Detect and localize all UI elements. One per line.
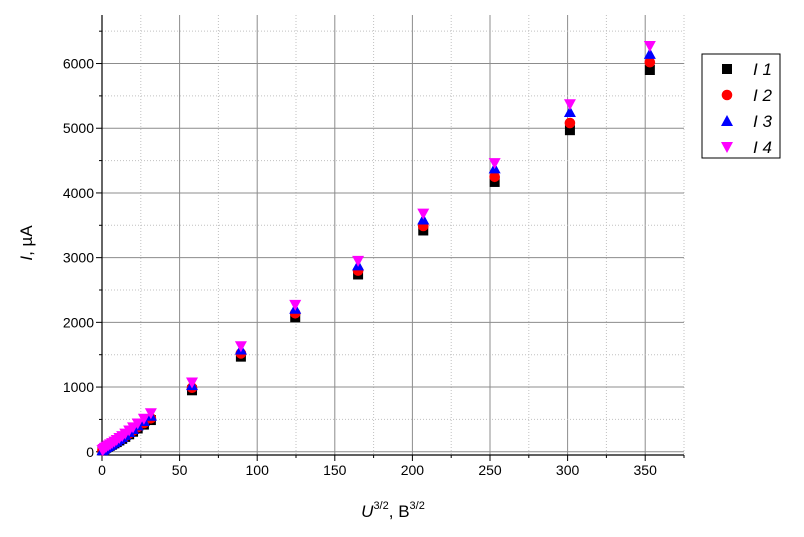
x-axis-title-unit-exponent: 3/2 [410,500,425,512]
y-tick-label: 6000 [63,56,94,72]
y-tick-label: 1000 [63,379,94,395]
x-tick-label: 50 [172,462,188,478]
x-axis-title-exponent: 3/2 [373,500,388,512]
y-tick-label: 0 [86,444,94,460]
x-tick-label: 200 [401,462,425,478]
x-tick-label: 150 [323,462,347,478]
data-point [289,299,302,311]
data-point [564,125,575,136]
legend-label: I 4 [753,138,772,157]
x-tick-label: 0 [98,462,106,478]
legend-marker [721,89,733,101]
data-point [186,377,199,389]
data-point [644,65,655,75]
data-point [234,341,247,353]
x-axis-title-separator: , [389,502,398,521]
x-tick-label: 350 [634,462,658,478]
legend-label: I 3 [753,112,772,131]
series-4 [96,41,656,457]
data-point [417,208,430,220]
data-point [352,255,365,267]
data-point [563,106,576,118]
y-axis-title-separator: , [17,246,36,255]
data-point [643,41,656,53]
legend-marker [722,64,732,74]
data-point [564,117,576,129]
data-point [489,171,500,183]
grid [102,15,685,455]
legend-marker [721,115,733,126]
data-point [488,158,501,170]
y-axis-title: I, µA [17,225,36,261]
data-point [137,413,150,425]
y-tick-label: 5000 [63,120,94,136]
tick-labels: 0 50 100 150 200 250 300 350 0 1000 2000 3000 4000 50… [63,56,657,478]
y-tick-label: 3000 [63,250,94,266]
legend-marker [721,142,733,153]
y-tick-label: 4000 [63,185,94,201]
data-point [643,47,656,59]
x-tick-label: 250 [478,462,502,478]
data-point [131,418,144,430]
data-point [644,56,656,68]
x-axis-title-unit: B [398,502,409,521]
legend: I 1 I 2 I 3 I 4 [701,53,781,159]
axes [96,15,685,461]
legend-items: I 1 I 2 I 3 I 4 [721,60,772,157]
x-axis-title: U3/2, B3/2 [361,500,425,521]
x-tick-label: 100 [246,462,270,478]
y-tick-label: 2000 [63,314,94,330]
data-points [96,41,656,457]
y-axis-title-unit: µA [17,225,36,247]
y-axis-title-symbol: I [17,256,36,261]
x-axis-title-symbol: U [361,502,374,521]
legend-label: I 1 [753,60,772,79]
legend-box [701,53,781,159]
data-point [144,408,157,420]
legend-label: I 2 [753,86,772,105]
x-tick-label: 300 [556,462,580,478]
data-point [563,99,576,111]
